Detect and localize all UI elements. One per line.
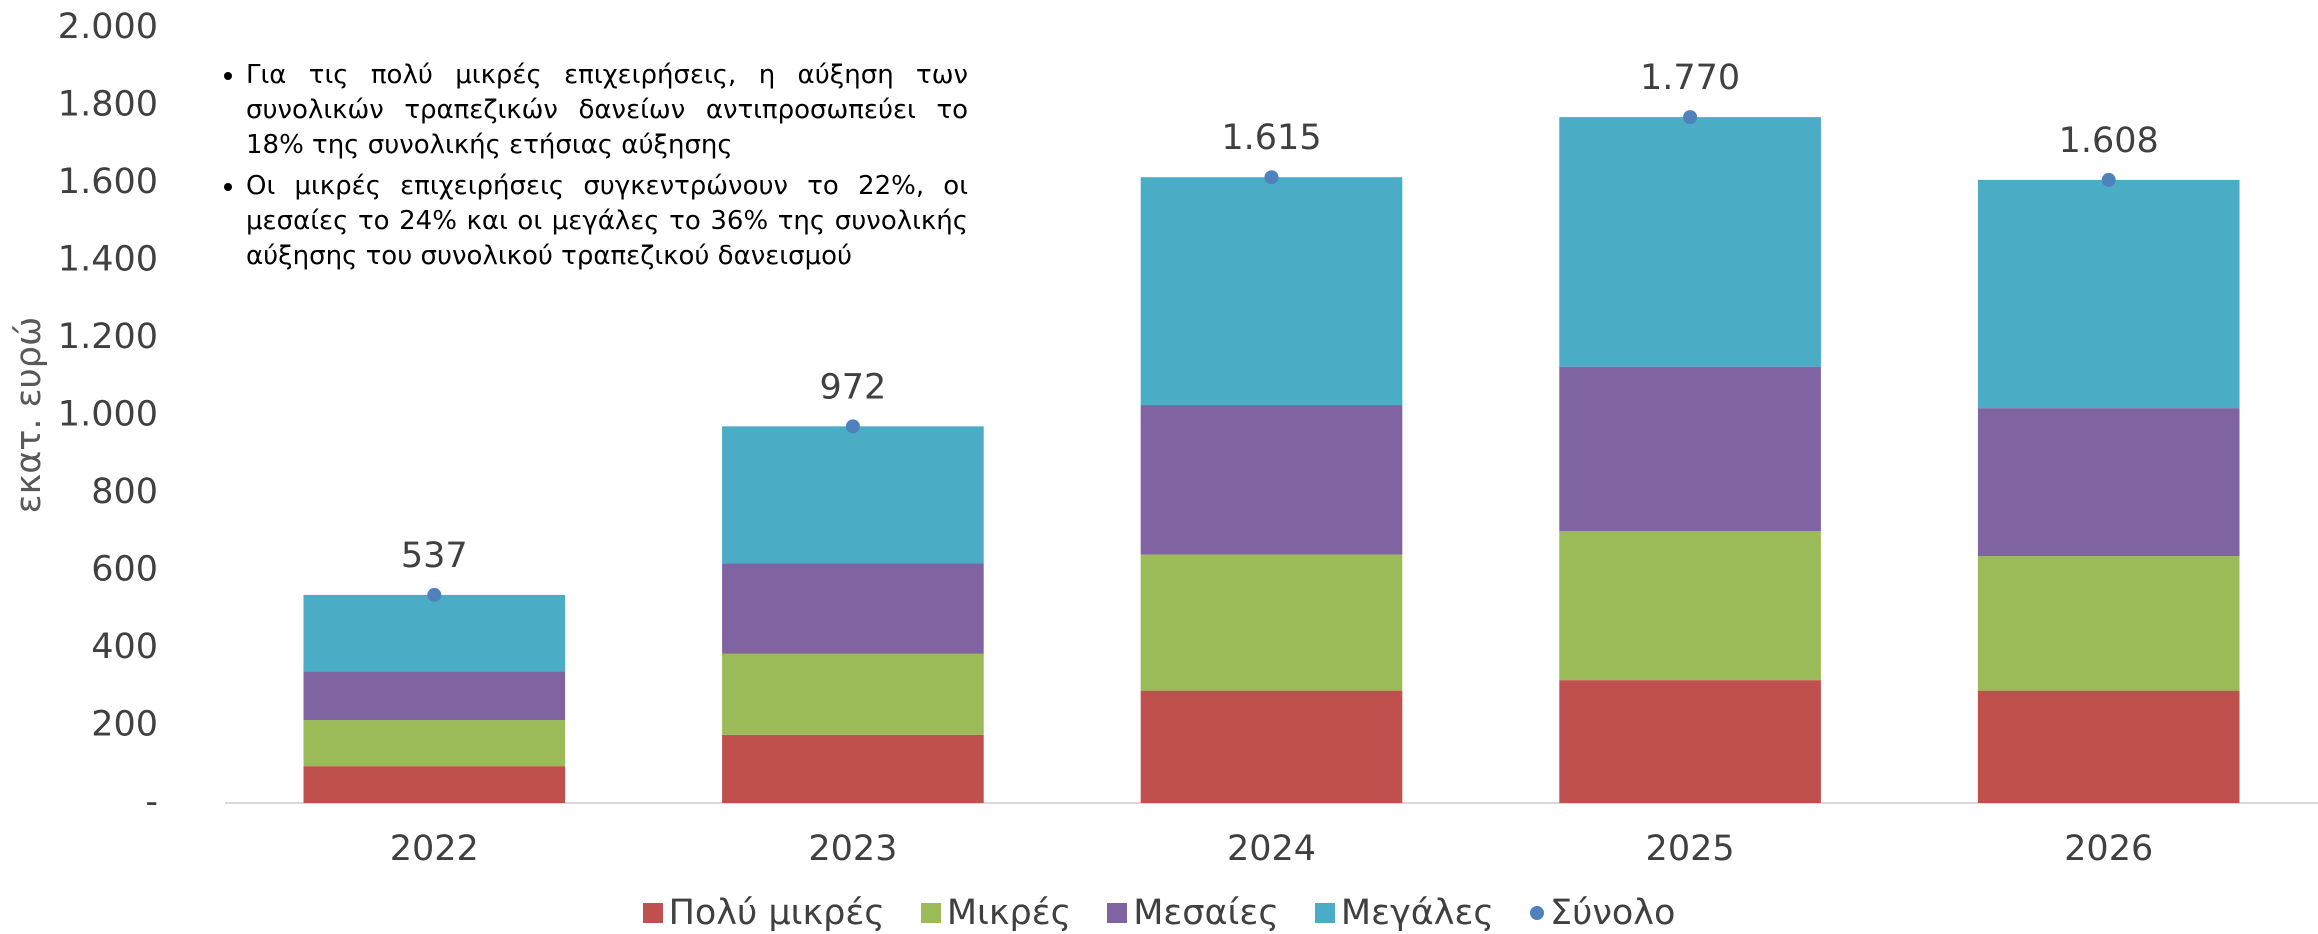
legend-item: Σύνολο bbox=[1529, 893, 1676, 933]
data-label: 1.770 bbox=[1640, 58, 1740, 98]
legend: Πολύ μικρές Μικρές Μεσαίες Μεγάλες Σύνολο bbox=[0, 893, 2318, 933]
bar-segment bbox=[1977, 408, 2240, 557]
y-tick-label: 1.600 bbox=[58, 162, 158, 202]
data-label: 537 bbox=[401, 536, 468, 576]
annotation: Οι μικρές επιχειρήσεις συγκεντρώνουν το … bbox=[246, 169, 968, 274]
total-marker bbox=[1683, 110, 1698, 125]
bar-segment bbox=[303, 720, 566, 767]
bar-segment bbox=[722, 734, 984, 803]
y-tick-label: 1.400 bbox=[58, 240, 158, 280]
y-tick-label: 600 bbox=[91, 550, 158, 590]
annotations: Για τις πολύ μικρές επιχειρήσεις, η αύξη… bbox=[216, 58, 968, 280]
annotation: Για τις πολύ μικρές επιχειρήσεις, η αύξη… bbox=[246, 58, 968, 163]
bar-segment bbox=[1977, 690, 2240, 803]
y-axis-title: εκατ. ευρώ bbox=[9, 317, 49, 514]
bar-segment bbox=[303, 594, 566, 672]
legend-label: Μεσαίες bbox=[1133, 893, 1279, 933]
bar-segment bbox=[722, 426, 984, 564]
x-tick-label: 2023 bbox=[808, 829, 897, 869]
y-tick-label: - bbox=[145, 782, 158, 822]
y-tick-label: 1.800 bbox=[58, 85, 158, 125]
y-tick-label: 1.000 bbox=[58, 395, 158, 435]
total-marker bbox=[1264, 170, 1279, 185]
legend-item: Μικρές bbox=[920, 893, 1072, 933]
bar-segment bbox=[303, 766, 566, 803]
bar-segment bbox=[1140, 177, 1403, 406]
legend-label: Σύνολο bbox=[1549, 893, 1676, 933]
legend-item: Μεσαίες bbox=[1107, 893, 1279, 933]
bar-segment bbox=[303, 671, 566, 721]
y-tick-label: 2.000 bbox=[58, 7, 158, 47]
legend-label: Πολύ μικρές bbox=[668, 893, 885, 933]
bar-segment bbox=[1559, 680, 1821, 803]
data-label: 972 bbox=[819, 367, 886, 407]
legend-label: Μεγάλες bbox=[1340, 893, 1494, 933]
x-tick-label: 2025 bbox=[1646, 829, 1735, 869]
x-tick-label: 2022 bbox=[390, 829, 479, 869]
y-tick-label: 800 bbox=[91, 472, 158, 512]
legend-item: Μεγάλες bbox=[1314, 893, 1494, 933]
legend-label: Μικρές bbox=[946, 893, 1072, 933]
bar-segment bbox=[1140, 405, 1403, 555]
y-tick-label: 1.200 bbox=[58, 317, 158, 357]
y-tick-label: 200 bbox=[91, 705, 158, 745]
total-marker bbox=[845, 419, 860, 434]
total-marker bbox=[2101, 172, 2116, 187]
legend-swatch bbox=[1107, 903, 1128, 923]
legend-swatch bbox=[920, 903, 941, 923]
y-tick-label: 400 bbox=[91, 627, 158, 667]
data-label: 1.615 bbox=[1221, 118, 1321, 158]
bar-segment bbox=[1140, 690, 1403, 803]
legend-item: Πολύ μικρές bbox=[642, 893, 885, 933]
bar-segment bbox=[722, 563, 984, 654]
legend-swatch bbox=[1529, 906, 1544, 920]
data-label: 1.608 bbox=[2059, 121, 2159, 161]
bar-segment bbox=[1140, 554, 1403, 691]
bar-segment bbox=[1977, 179, 2240, 409]
bar-segment bbox=[1559, 530, 1821, 681]
legend-swatch bbox=[642, 903, 663, 923]
x-tick-label: 2026 bbox=[2064, 829, 2153, 869]
bar-segment bbox=[1977, 556, 2240, 691]
total-marker bbox=[427, 587, 442, 602]
bar-segment bbox=[1559, 366, 1821, 531]
bar-segment bbox=[1559, 117, 1821, 367]
bar-segment bbox=[722, 653, 984, 735]
x-tick-label: 2024 bbox=[1227, 829, 1316, 869]
legend-swatch bbox=[1314, 903, 1335, 923]
